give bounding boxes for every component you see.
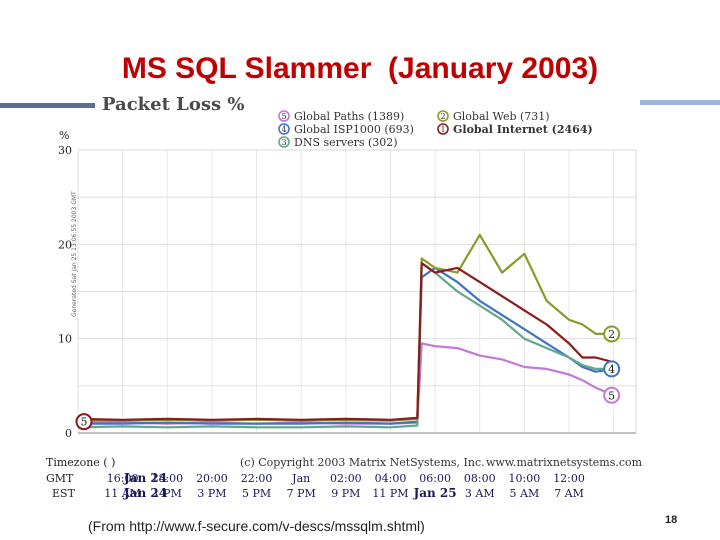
end-marker-2-circle <box>603 325 621 343</box>
chart-container: Packet Loss % % 5 Global Paths (1389) 2 Glo… <box>40 92 660 507</box>
est-label: EST <box>52 487 76 500</box>
grid <box>77 149 637 434</box>
title-accent-bar-right <box>640 100 720 105</box>
start-marker-label: 5 <box>81 416 88 429</box>
packet-loss-chart: Packet Loss % % 5 Global Paths (1389) 2 Glo… <box>46 94 643 500</box>
x-tick-est: 3 PM <box>197 487 226 500</box>
x-tick-est: 1 PM <box>153 487 182 500</box>
legend-entry-1: Global Internet (2464) <box>453 123 593 136</box>
y-tick-label: 0 <box>65 427 72 440</box>
plot-area <box>77 233 615 429</box>
x-tick-est: 9 PM <box>331 487 360 500</box>
y-axis-label: % <box>59 129 69 142</box>
series-line-1 <box>77 262 614 421</box>
chart-title: Packet Loss % <box>102 94 244 115</box>
generated-timestamp-label: Generated Sat Jan 25 13:06:55 2003 GMT <box>71 191 78 317</box>
x-tick-est: 11 AM <box>104 487 141 500</box>
x-tick-gmt: 22:00 <box>241 472 273 485</box>
website-label: www.matrixnetsystems.com <box>486 456 643 469</box>
copyright-label: (c) Copyright 2003 Matrix NetSystems, In… <box>240 456 485 469</box>
end-marker-5-label: 5 <box>608 389 615 402</box>
x-tick-gmt: Jan 24 <box>123 471 167 485</box>
x-tick-gmt: 08:00 <box>464 472 496 485</box>
end-marker-4-label: 4 <box>608 363 615 376</box>
title-accent-bar-left <box>0 103 95 108</box>
x-tick-gmt: 18:00 <box>151 472 183 485</box>
x-tick-est: 7 AM <box>554 487 584 500</box>
y-tick-label: 20 <box>58 238 72 251</box>
legend: 5 Global Paths (1389) 2 Global Web (731) 4 Gl… <box>278 110 593 149</box>
x-tick-est: 11 PM <box>372 487 408 500</box>
legend-entry-5: Global Paths (1389) <box>294 110 404 123</box>
legend-marker-label: 5 <box>281 112 286 121</box>
legend-marker-5 <box>278 110 290 122</box>
legend-marker-label: 1 <box>440 125 445 134</box>
x-tick-est: 3 AM <box>465 487 495 500</box>
x-tick-est: Jan 25 <box>413 486 457 500</box>
x-tick-gmt: 10:00 <box>509 472 541 485</box>
legend-marker-3 <box>278 136 290 148</box>
y-tick-label: 30 <box>58 144 72 157</box>
legend-marker-4 <box>278 123 290 135</box>
x-tick-est: 5 PM <box>242 487 271 500</box>
legend-entry-2: Global Web (731) <box>453 110 550 123</box>
x-tick-est: Jan 24 <box>123 486 167 500</box>
x-tick-gmt: 02:00 <box>330 472 362 485</box>
legend-entry-3: DNS servers (302) <box>294 136 398 149</box>
x-tick-gmt: 06:00 <box>419 472 451 485</box>
x-tick-gmt: 04:00 <box>375 472 407 485</box>
y-ticks: 30 20 10 0 <box>58 144 72 440</box>
legend-marker-2 <box>437 110 449 122</box>
end-marker-2-label: 2 <box>608 328 615 341</box>
end-marker-5-circle <box>603 386 621 404</box>
x-tick-est: 7 PM <box>287 487 316 500</box>
x-tick-gmt: 12:00 <box>553 472 585 485</box>
x-tick-gmt: 16:00 <box>107 472 139 485</box>
x-tick-gmt: Jan <box>291 472 310 485</box>
legend-entry-4: Global ISP1000 (693) <box>294 123 414 136</box>
timezone-label: Timezone ( ) <box>46 456 115 469</box>
y-tick-label: 10 <box>58 333 72 346</box>
start-marker-circle <box>75 413 93 431</box>
end-marker-4-circle <box>603 360 621 378</box>
slide-title: MS SQL Slammer (January 2003) <box>121 52 599 85</box>
source-citation: (From http://www.f-secure.com/v-descs/ms… <box>88 518 425 534</box>
page-number: 18 <box>665 514 678 526</box>
legend-marker-1 <box>437 123 449 135</box>
legend-marker-label: 3 <box>281 138 286 147</box>
series-markers: 5 5 4 2 <box>75 325 621 431</box>
gmt-label: GMT <box>46 472 74 485</box>
x-tick-gmt: 20:00 <box>196 472 228 485</box>
x-tick-est: 5 AM <box>510 487 540 500</box>
legend-marker-label: 4 <box>281 125 286 134</box>
legend-marker-label: 2 <box>440 112 445 121</box>
